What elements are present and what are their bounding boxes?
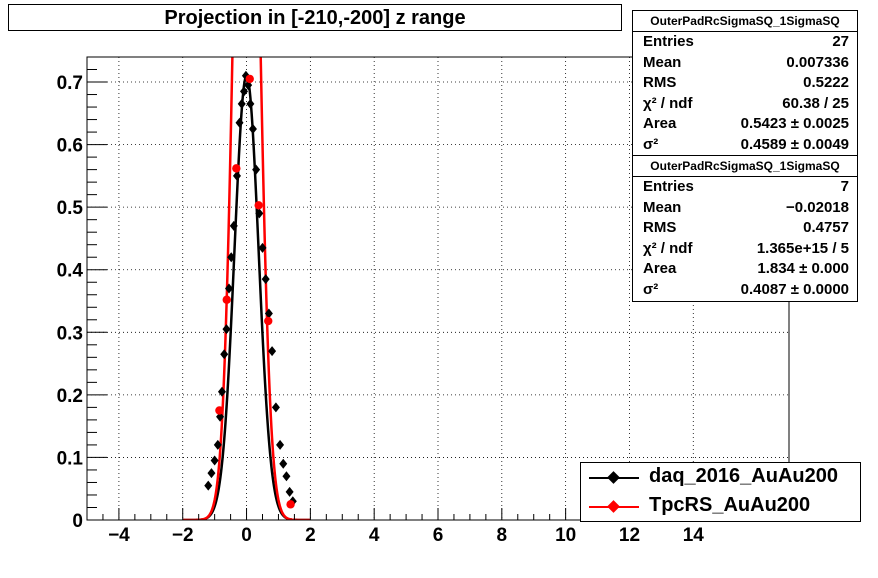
data-point xyxy=(279,458,288,469)
legend-entry-daq: daq_2016_AuAu200 xyxy=(581,463,860,493)
stat-row: σ² 0.4087 ± 0.0000 xyxy=(643,280,849,298)
x-tick-label: 4 xyxy=(369,525,380,546)
x-tick-label: 0 xyxy=(241,525,252,546)
data-point xyxy=(213,439,222,450)
stat-row: Mean −0.02018 xyxy=(643,198,849,216)
data-point xyxy=(220,349,229,360)
stat-row: σ² 0.4589 ± 0.0049 xyxy=(643,135,849,153)
data-point xyxy=(258,242,267,253)
data-point xyxy=(227,252,236,263)
data-point xyxy=(268,346,277,357)
stat-row: χ² / ndf 60.38 / 25 xyxy=(643,94,849,112)
y-tick-label: 0.4 xyxy=(57,261,84,282)
y-tick-label: 0.1 xyxy=(57,448,84,469)
data-point xyxy=(255,208,264,219)
y-tick-label: 0.7 xyxy=(57,73,83,94)
stats-box-1-name: OuterPadRcSigmaSQ_1SigmaSQ xyxy=(633,11,857,32)
y-tick-label: 0.5 xyxy=(57,198,84,219)
data-point xyxy=(282,471,291,482)
data-point xyxy=(264,316,273,326)
legend: daq_2016_AuAu200 TpcRS_AuAu200 xyxy=(580,462,861,522)
x-tick-label: 6 xyxy=(433,525,444,546)
diamond-marker-icon xyxy=(607,500,620,513)
chart-title: Projection in [-210,-200] z range xyxy=(8,4,622,31)
y-tick-label: 0.2 xyxy=(57,386,83,407)
fit-curve xyxy=(182,57,311,520)
series-TpcRS_AuAu200 xyxy=(215,74,295,509)
data-point xyxy=(252,164,261,175)
x-tick-label: 12 xyxy=(619,525,640,546)
data-point xyxy=(285,486,294,497)
stat-row: Entries 7 xyxy=(643,178,849,195)
data-point xyxy=(210,455,219,466)
stats-box-1: OuterPadRcSigmaSQ_1SigmaSQ Entries 27 Mea… xyxy=(632,10,858,157)
x-tick-label: 14 xyxy=(683,525,705,546)
data-point xyxy=(286,500,295,509)
x-tick-label: −2 xyxy=(172,525,194,546)
data-point xyxy=(204,480,213,491)
data-point xyxy=(276,439,285,450)
legend-label: daq_2016_AuAu200 xyxy=(649,465,838,487)
data-point xyxy=(261,274,270,285)
y-tick-label: 0.3 xyxy=(57,323,83,344)
stat-row: Area 1.834 ± 0.000 xyxy=(643,260,849,278)
y-tick-label: 0.6 xyxy=(57,136,83,157)
data-point xyxy=(229,220,238,231)
data-point xyxy=(239,86,248,97)
data-point xyxy=(237,98,246,109)
data-point xyxy=(245,74,254,84)
x-tick-label: 2 xyxy=(305,525,316,546)
stats-box-2-name: OuterPadRcSigmaSQ_1SigmaSQ xyxy=(633,156,857,177)
data-point xyxy=(235,117,244,128)
data-point xyxy=(232,164,241,173)
data-point xyxy=(217,386,226,397)
data-point xyxy=(271,402,280,413)
stat-row: RMS 0.4757 xyxy=(643,219,849,237)
diamond-marker-icon xyxy=(607,471,620,484)
data-point xyxy=(222,324,231,335)
data-markers xyxy=(204,70,297,509)
data-point xyxy=(232,170,241,181)
data-point xyxy=(222,295,231,304)
x-tick-label: 8 xyxy=(497,525,508,546)
stat-row: Mean 0.007336 xyxy=(643,53,849,71)
stat-row: Area 0.5423 ± 0.0025 xyxy=(643,115,849,133)
legend-label: TpcRS_AuAu200 xyxy=(649,494,811,516)
series-daq_2016_AuAu200 xyxy=(204,70,297,507)
x-tick-label: −4 xyxy=(108,525,130,546)
data-point xyxy=(254,201,263,210)
stat-row: RMS 0.5222 xyxy=(643,74,849,92)
stat-row: χ² / ndf 1.365e+15 / 5 xyxy=(643,239,849,257)
legend-entry-tpcrs: TpcRS_AuAu200 xyxy=(581,492,860,522)
data-point xyxy=(215,406,224,415)
data-point xyxy=(248,123,257,134)
data-point xyxy=(264,308,273,319)
stats-box-2: OuterPadRcSigmaSQ_1SigmaSQ Entries 7 Mean… xyxy=(632,155,858,302)
y-tick-label: 0 xyxy=(72,511,83,532)
x-tick-label: 10 xyxy=(555,525,576,546)
data-point xyxy=(246,98,255,109)
stat-row: Entries 27 xyxy=(643,33,849,50)
axes: −4 −2 0 2 4 6 8 10 12 14 0 0.1 0.2 0.3 0.4 0.5 0.6 0.7 xyxy=(57,69,790,546)
data-point xyxy=(224,283,233,294)
data-point xyxy=(207,468,216,479)
